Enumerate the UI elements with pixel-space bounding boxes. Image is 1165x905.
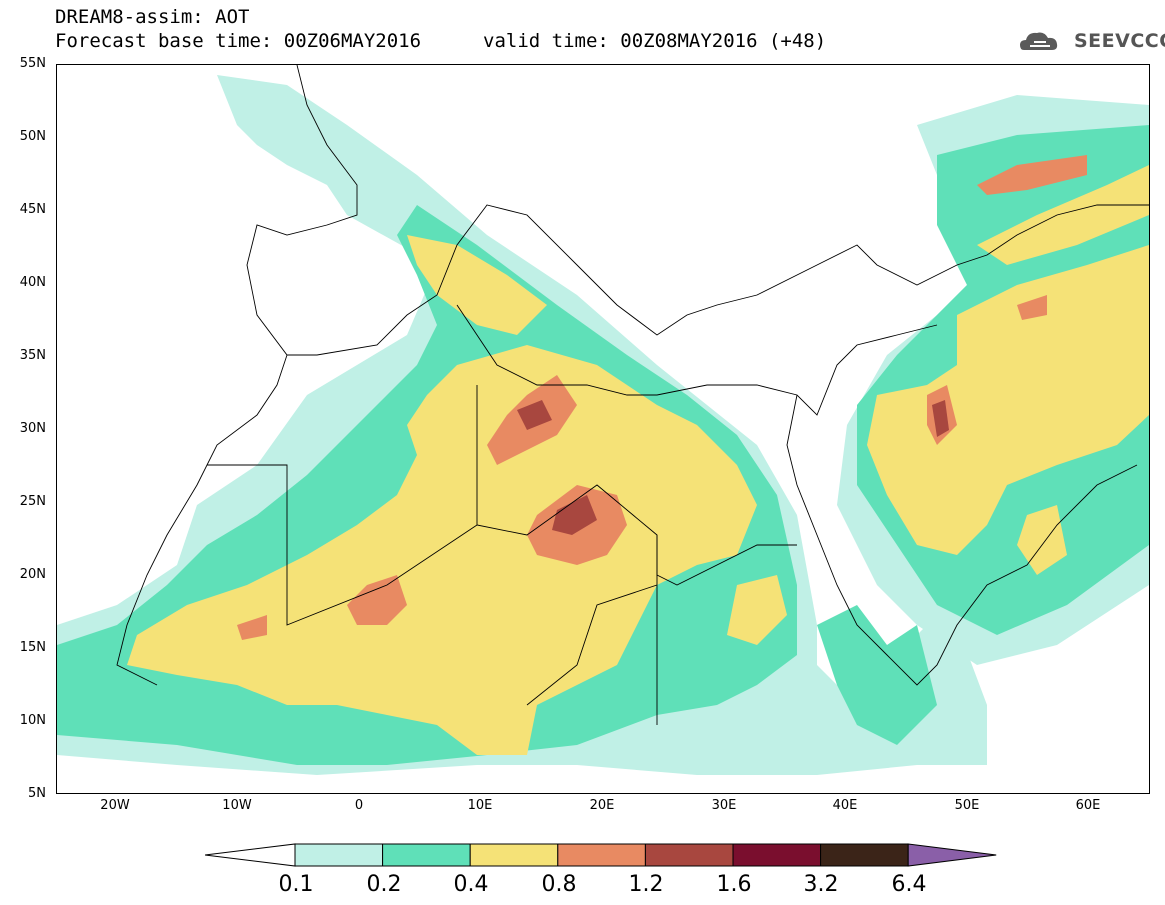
lon-tick: 20W [100,798,130,813]
lon-tick: 50E [954,798,980,813]
lat-tick: 35N [19,348,46,363]
colorbar-segment [644,843,734,867]
lat-tick: 55N [19,56,46,71]
colorbar-segment [820,843,909,867]
colorbar-segment [557,843,646,867]
lon-tick: 0 [354,798,364,813]
colorbar-label: 0.4 [453,872,489,897]
colorbar-label: 6.4 [891,872,927,897]
colorbar-label: 1.2 [628,872,664,897]
colorbar-label: 1.6 [716,872,752,897]
aot-map [57,64,1149,775]
forecast-base-time: Forecast base time: 00Z06MAY2016 [55,30,422,52]
lat-tick: 45N [19,202,46,217]
coastlines-and-borders [116,64,1149,725]
colorbar-label: 3.2 [803,872,839,897]
lon-tick: 60E [1075,798,1101,813]
lat-tick: 30N [19,421,46,436]
aot-contour-1.2 [517,400,949,535]
colorbar-label: 0.2 [366,872,402,897]
map-title: DREAM8-assim: AOT [55,6,250,28]
lat-tick: 40N [19,275,46,290]
colorbar-arrow-high [907,843,997,867]
valid-time: valid time: 00Z08MAY2016 (+48) [483,30,827,52]
cloud-icon [1020,32,1058,50]
lon-tick: 10W [222,798,252,813]
colorbar-segment [382,843,471,867]
lat-tick: 10N [19,713,46,728]
lat-tick: 50N [19,129,46,144]
lat-tick: 25N [19,494,46,509]
lon-tick: 30E [711,798,737,813]
colorbar-arrow-low [205,843,296,867]
lat-tick: 15N [19,640,46,655]
colorbar [205,843,997,867]
colorbar-label: 0.1 [278,872,314,897]
colorbar-segment [469,843,559,867]
logo-text: SEEVCCC [1074,30,1165,52]
lon-tick: 10E [467,798,493,813]
lon-tick: 40E [832,798,858,813]
map-panel [56,64,1150,794]
colorbar-segment [732,843,822,867]
aot-contour-0.4 [127,165,1149,755]
lat-tick: 20N [19,567,46,582]
lon-tick: 20E [589,798,615,813]
lat-tick: 5N [28,786,46,801]
colorbar-label: 0.8 [541,872,577,897]
colorbar-segment [294,843,384,867]
